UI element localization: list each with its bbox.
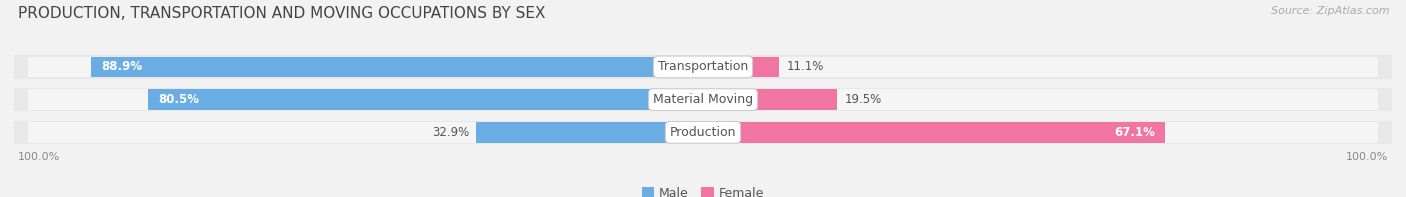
Text: 100.0%: 100.0% [17,152,59,162]
Text: 11.1%: 11.1% [786,60,824,73]
Text: 32.9%: 32.9% [432,126,470,139]
Text: PRODUCTION, TRANSPORTATION AND MOVING OCCUPATIONS BY SEX: PRODUCTION, TRANSPORTATION AND MOVING OC… [18,6,546,21]
Bar [149,89,703,110]
Bar [28,122,1378,143]
Bar [14,121,1392,144]
Bar [14,88,1392,112]
Bar [703,122,1166,143]
Text: Production: Production [669,126,737,139]
Text: Transportation: Transportation [658,60,748,73]
Text: Material Moving: Material Moving [652,93,754,106]
Bar [477,122,703,143]
Text: 100.0%: 100.0% [1347,152,1389,162]
Bar [703,89,838,110]
Text: 67.1%: 67.1% [1114,126,1154,139]
Legend: Male, Female: Male, Female [637,182,769,197]
Text: 19.5%: 19.5% [844,93,882,106]
Bar [28,89,1378,110]
Text: Source: ZipAtlas.com: Source: ZipAtlas.com [1271,6,1389,16]
Bar [14,55,1392,79]
Text: 80.5%: 80.5% [159,93,200,106]
Bar [90,57,703,77]
Bar [28,57,1378,77]
Bar [703,57,779,77]
Text: 88.9%: 88.9% [101,60,142,73]
